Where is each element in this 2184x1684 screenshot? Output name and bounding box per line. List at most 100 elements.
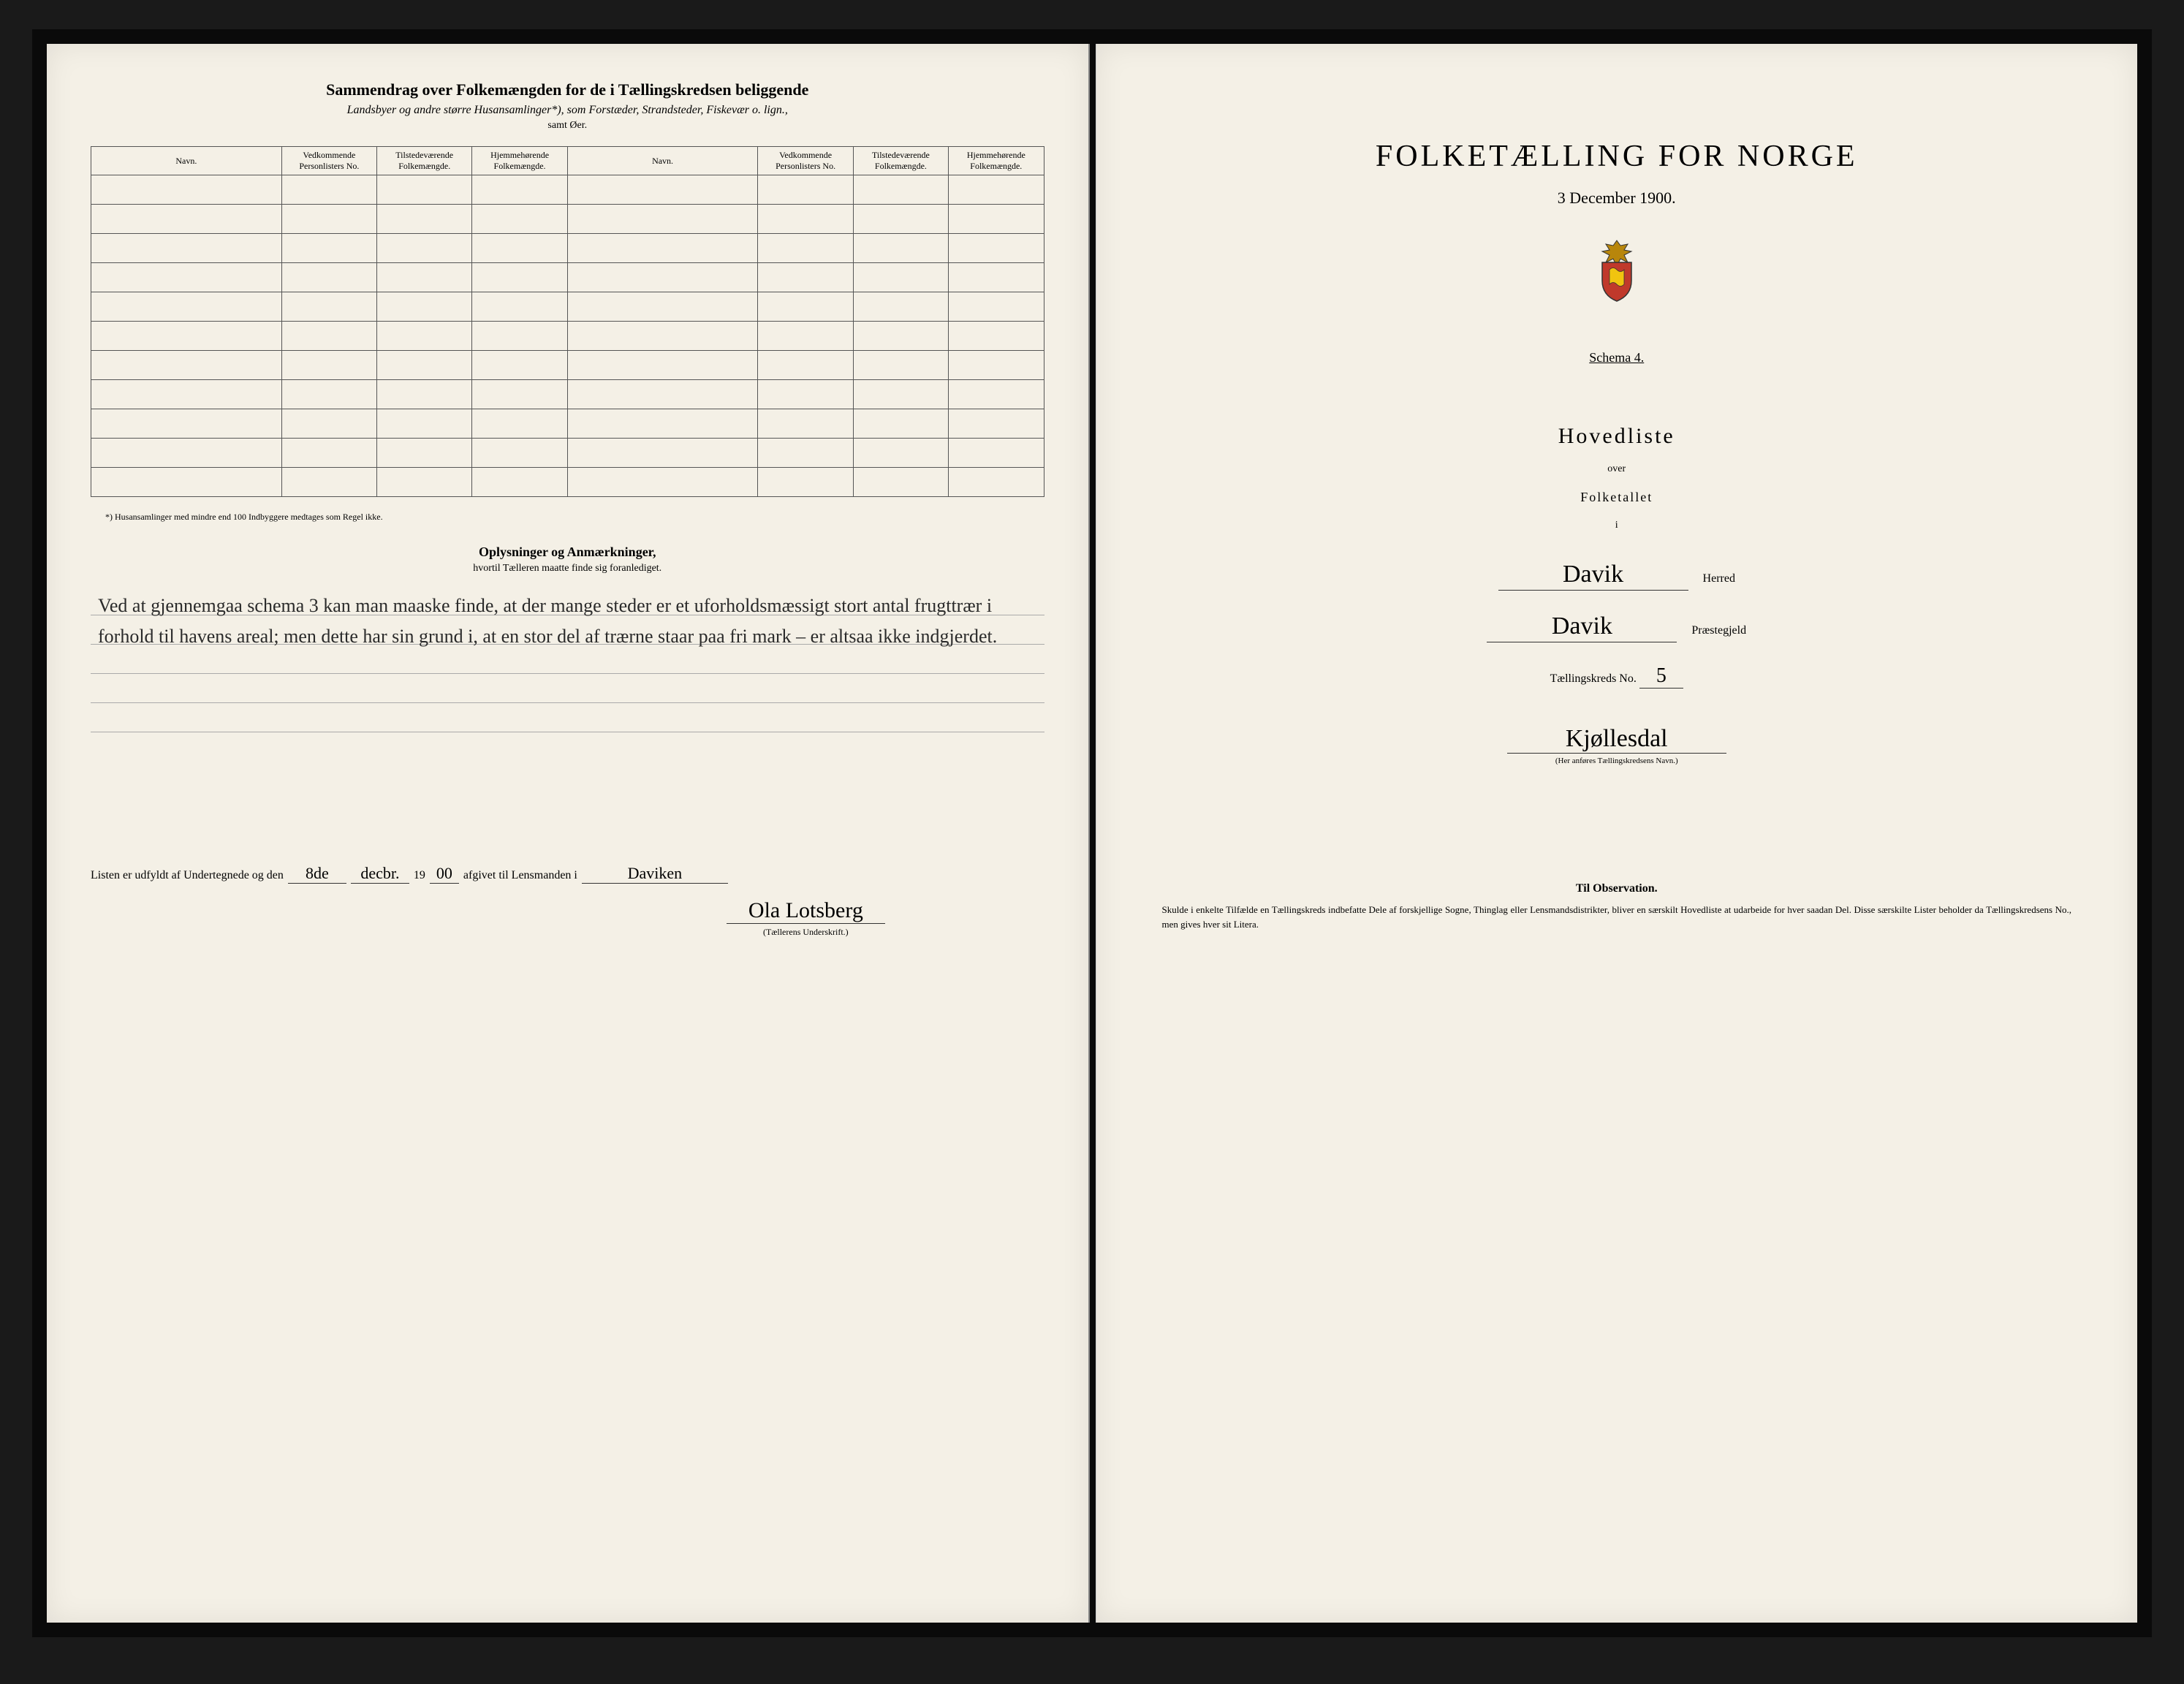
book-spread: Sammendrag over Folkemængden for de i Tæ… — [32, 29, 2152, 1637]
table-cell — [758, 205, 853, 234]
table-cell — [377, 292, 472, 322]
table-cell — [472, 175, 567, 205]
over-label: over — [1140, 463, 2094, 475]
herred-value: Davik — [1498, 561, 1688, 591]
table-cell — [949, 234, 1044, 263]
table-cell — [472, 380, 567, 409]
table-cell — [377, 175, 472, 205]
table-cell — [281, 205, 376, 234]
table-cell — [758, 292, 853, 322]
table-cell — [91, 292, 282, 322]
table-cell — [758, 351, 853, 380]
table-cell — [472, 322, 567, 351]
table-cell — [853, 439, 948, 468]
table-cell — [949, 263, 1044, 292]
table-row — [91, 292, 1044, 322]
table-cell — [281, 263, 376, 292]
table-cell — [949, 322, 1044, 351]
table-cell — [281, 439, 376, 468]
table-row — [91, 234, 1044, 263]
col-tilstede-2: Tilstedeværende Folkemængde. — [853, 147, 948, 175]
table-cell — [949, 439, 1044, 468]
table-row — [91, 351, 1044, 380]
table-cell — [472, 439, 567, 468]
table-cell — [758, 439, 853, 468]
kreds-name: Kjøllesdal — [1507, 725, 1726, 754]
table-cell — [567, 351, 758, 380]
table-cell — [472, 468, 567, 497]
table-cell — [853, 380, 948, 409]
table-cell — [91, 468, 282, 497]
herred-label: Herred — [1703, 572, 1735, 585]
right-page: FOLKETÆLLING FOR NORGE 3 December 1900. … — [1096, 44, 2138, 1623]
table-cell — [377, 439, 472, 468]
schema-label: Schema 4. — [1589, 350, 1644, 365]
census-date: 3 December 1900. — [1140, 189, 2094, 208]
table-cell — [472, 263, 567, 292]
table-cell — [949, 380, 1044, 409]
table-cell — [377, 351, 472, 380]
table-cell — [853, 322, 948, 351]
praestegjeld-label: Præstegjeld — [1691, 624, 1746, 637]
coat-of-arms-icon — [1588, 237, 1646, 303]
table-cell — [377, 263, 472, 292]
table-cell — [853, 409, 948, 439]
table-cell — [377, 380, 472, 409]
table-row — [91, 322, 1044, 351]
table-cell — [567, 322, 758, 351]
table-cell — [377, 234, 472, 263]
census-summary-table: Navn. Vedkommende Personlisters No. Tils… — [91, 146, 1044, 497]
listen-suffix: afgivet til Lensmanden i — [463, 869, 577, 882]
table-cell — [567, 409, 758, 439]
table-cell — [567, 380, 758, 409]
table-cell — [472, 205, 567, 234]
table-cell — [377, 468, 472, 497]
table-row — [91, 175, 1044, 205]
praestegjeld-row: Davik Præstegjeld — [1140, 612, 2094, 642]
table-cell — [91, 234, 282, 263]
oplysninger-title: Oplysninger og Anmærkninger, — [91, 545, 1044, 560]
col-tilstede-1: Tilstedeværende Folkemængde. — [377, 147, 472, 175]
table-cell — [281, 351, 376, 380]
table-cell — [91, 439, 282, 468]
lensmand-place: Daviken — [582, 864, 728, 884]
census-main-title: FOLKETÆLLING FOR NORGE — [1140, 139, 2094, 174]
listen-day: 8de — [288, 864, 346, 884]
table-footnote: *) Husansamlinger med mindre end 100 Ind… — [105, 512, 1044, 523]
table-cell — [91, 175, 282, 205]
table-row — [91, 380, 1044, 409]
table-cell — [567, 263, 758, 292]
herred-row: Davik Herred — [1140, 561, 2094, 591]
listen-year: 00 — [430, 864, 459, 884]
table-cell — [567, 205, 758, 234]
table-cell — [758, 380, 853, 409]
folketallet-label: Folketallet — [1140, 490, 2094, 505]
table-cell — [758, 263, 853, 292]
table-row — [91, 263, 1044, 292]
col-hjemme-1: Hjemmehørende Folkemængde. — [472, 147, 567, 175]
observation-section: Til Observation. Skulde i enkelte Tilfæl… — [1140, 882, 2094, 931]
table-cell — [91, 409, 282, 439]
table-cell — [758, 322, 853, 351]
table-cell — [567, 175, 758, 205]
table-cell — [281, 234, 376, 263]
table-cell — [949, 292, 1044, 322]
left-title: Sammendrag over Folkemængden for de i Tæ… — [91, 80, 1044, 99]
table-header-row: Navn. Vedkommende Personlisters No. Tils… — [91, 147, 1044, 175]
col-personlister-2: Vedkommende Personlisters No. — [758, 147, 853, 175]
table-row — [91, 205, 1044, 234]
listen-month: decbr. — [351, 864, 409, 884]
kreds-caption: (Her anføres Tællingskredsens Navn.) — [1140, 756, 2094, 765]
observation-title: Til Observation. — [1140, 882, 2094, 895]
listen-year-prefix: 19 — [414, 869, 425, 882]
table-cell — [949, 175, 1044, 205]
table-cell — [758, 175, 853, 205]
hovedliste-heading: Hovedliste — [1140, 424, 2094, 449]
table-cell — [281, 175, 376, 205]
table-cell — [567, 439, 758, 468]
table-cell — [91, 351, 282, 380]
completion-statement: Listen er udfyldt af Undertegnede og den… — [91, 864, 1044, 884]
left-subtitle2: samt Øer. — [91, 120, 1044, 132]
kreds-number-row: Tællingskreds No. 5 — [1140, 664, 2094, 689]
table-cell — [853, 468, 948, 497]
